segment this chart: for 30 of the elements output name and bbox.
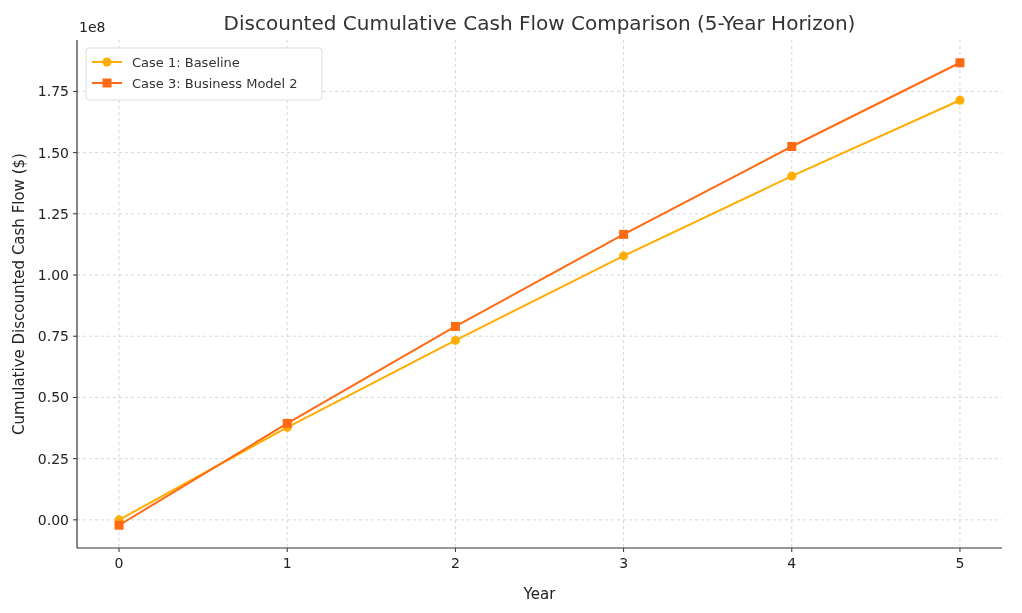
y-tick-label: 0.25 [37,450,69,467]
y-tick-label: 1.00 [37,266,69,283]
text: 1e8 [79,19,106,35]
point [955,58,965,68]
y-tick-label: 0.50 [37,389,69,406]
point [282,418,292,428]
point [787,142,797,151]
legend-label: Case 1: Baseline [132,54,240,70]
y-tick-label: 0.00 [37,511,69,528]
y-axis-title: Cumulative Discounted Cash Flow ($) [10,153,28,435]
point [955,95,965,105]
x-tick-label: 4 [787,555,797,571]
point [450,321,460,331]
y-tick-label: 1.50 [37,144,69,161]
point [450,335,460,345]
point [114,520,124,530]
x-tick-label: 0 [114,555,124,571]
y-tick-label: 0.75 [37,328,69,345]
point [787,171,797,181]
point [619,229,629,239]
x-tick-label: 5 [955,555,965,571]
x-tick-label: 1 [282,555,292,571]
y-tick-label: 1.25 [37,205,69,222]
legend-label: Case 3: Business Model 2 [132,75,298,91]
x-axis-title: Year [522,585,557,603]
point [619,251,629,261]
x-tick-label: 3 [619,555,629,571]
x-tick-label: 2 [450,555,460,571]
y-tick-label: 1.75 [37,83,69,100]
chart-title: Discounted Cumulative Cash Flow Comparison (5-Year Horizon) [223,11,856,35]
